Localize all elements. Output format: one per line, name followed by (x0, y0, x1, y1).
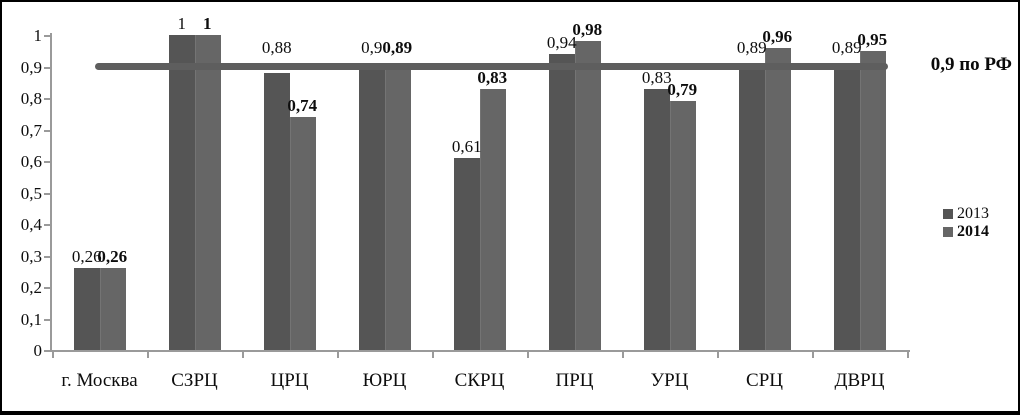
bar (859, 50, 886, 350)
bar-value-label: 0,83 (641, 67, 672, 87)
x-axis (50, 350, 910, 352)
bar-value-label: 0,89 (736, 37, 767, 57)
y-tick (44, 35, 50, 37)
y-tick (44, 224, 50, 226)
y-tick (44, 66, 50, 69)
x-tick (907, 352, 909, 358)
bar-value-label: 0,26 (97, 247, 128, 267)
bar-value-label: 0,83 (477, 67, 508, 87)
bar (454, 157, 480, 350)
bar-value-label: 0,79 (667, 80, 698, 100)
bar-value-label: 0,88 (261, 37, 292, 57)
bar (739, 69, 765, 350)
y-tick-label: 0 (33, 341, 43, 360)
x-tick (147, 352, 149, 358)
bar-value-label: 0,74 (287, 95, 318, 115)
y-tick (44, 318, 50, 321)
legend: 2013 2014 (943, 205, 989, 241)
reference-line-label: 0,9 по РФ (930, 54, 1012, 75)
bar-value-label: 0,9 (361, 37, 383, 57)
y-tick-label: 0,4 (20, 215, 42, 234)
bar (834, 69, 860, 350)
category-label: УРЦ (650, 370, 689, 391)
y-tick (44, 161, 50, 163)
y-tick-label: 0,8 (20, 89, 42, 108)
y-tick-label: 1 (33, 26, 43, 45)
legend-swatch (943, 227, 953, 237)
x-tick (622, 352, 624, 358)
bar (264, 72, 290, 350)
y-axis (50, 33, 52, 352)
category-label: ЮРЦ (362, 370, 407, 391)
y-tick (44, 129, 50, 132)
legend-swatch (943, 209, 953, 219)
bar (169, 35, 195, 350)
bar-value-label: 1 (177, 14, 187, 33)
bar-value-label: 0,96 (762, 26, 793, 46)
category-label: СРЦ (746, 370, 783, 391)
bar-value-label: 0,94 (546, 32, 577, 52)
y-tick-label: 0,2 (20, 278, 42, 297)
y-tick (44, 287, 50, 289)
bar (764, 47, 791, 350)
y-tick (44, 255, 50, 258)
x-tick (242, 352, 244, 358)
bar (99, 268, 126, 350)
legend-label: 2014 (957, 223, 989, 240)
category-label: ЦРЦ (270, 370, 309, 391)
y-tick-label: 0,5 (20, 183, 42, 203)
reference-line (95, 63, 888, 70)
y-tick-label: 0,9 (20, 57, 42, 77)
bar (669, 101, 696, 350)
x-tick (337, 352, 339, 358)
legend-label: 2013 (957, 205, 989, 222)
bar (644, 88, 670, 350)
x-tick (717, 352, 719, 358)
bar-value-label: 0,98 (572, 20, 603, 40)
legend-item: 2013 (943, 205, 989, 223)
bar-value-label: 0,89 (382, 37, 413, 57)
y-tick (44, 350, 50, 352)
bar (549, 53, 575, 350)
bar (479, 88, 506, 350)
legend-item: 2014 (943, 223, 989, 241)
bar-value-label: 0,61 (451, 136, 482, 156)
x-tick (52, 352, 54, 358)
bar-value-label: 0,26 (71, 247, 102, 267)
y-tick-label: 0,7 (20, 120, 42, 140)
x-tick (527, 352, 529, 358)
category-label: ПРЦ (555, 370, 594, 391)
category-label: СЗРЦ (171, 370, 218, 391)
x-tick (432, 352, 434, 358)
bar (74, 268, 100, 350)
category-label: ДВРЦ (834, 370, 885, 391)
bar (574, 41, 601, 350)
y-tick (44, 98, 50, 100)
category-label: г. Москва (61, 370, 138, 391)
bar (359, 66, 385, 350)
bar (289, 116, 316, 350)
y-tick-label: 0,1 (20, 309, 42, 329)
bar (384, 69, 411, 350)
bar-value-label: 1 (203, 14, 212, 33)
y-tick-label: 0,3 (20, 246, 42, 266)
bar (194, 35, 221, 350)
category-label: СКРЦ (454, 370, 505, 391)
x-tick (812, 352, 814, 358)
bar-value-label: 0,89 (831, 37, 862, 57)
y-tick (44, 192, 50, 195)
y-tick-label: 0,6 (20, 152, 42, 171)
bar-value-label: 0,95 (857, 29, 888, 49)
